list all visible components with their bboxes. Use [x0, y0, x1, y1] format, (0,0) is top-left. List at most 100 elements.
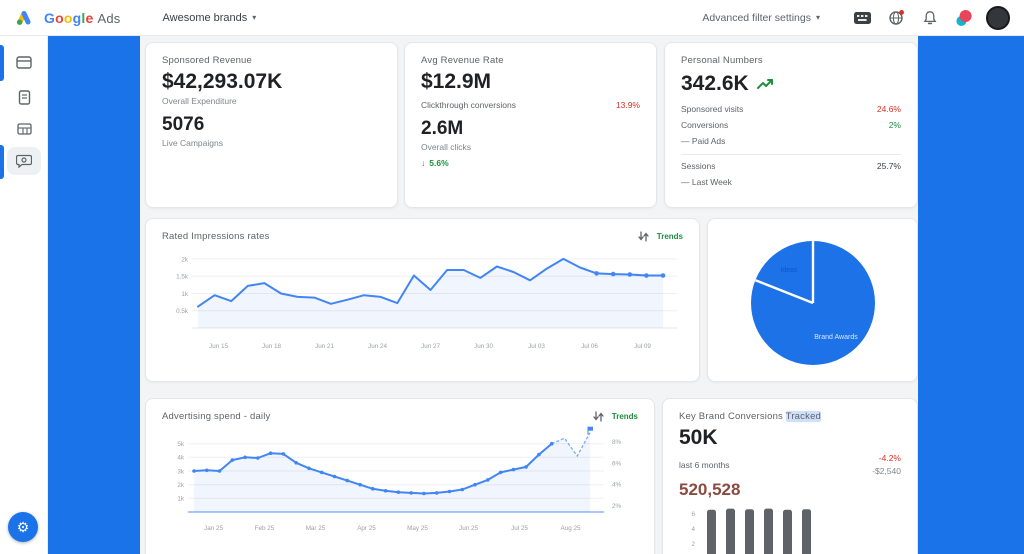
- svg-text:Jun 27: Jun 27: [421, 343, 440, 350]
- svg-text:Jun 30: Jun 30: [474, 343, 493, 350]
- svg-text:6: 6: [691, 511, 695, 518]
- chevron-down-icon: ▾: [252, 13, 257, 22]
- gear-icon: ⚙: [16, 519, 30, 535]
- svg-text:2%: 2%: [612, 503, 622, 510]
- conversions-bar-chart: 6 4 2: [691, 508, 811, 554]
- compare-arrows-icon[interactable]: [593, 411, 604, 422]
- svg-text:Brand Awards: Brand Awards: [814, 334, 858, 341]
- account-selector[interactable]: Awesome brands ▾: [157, 8, 263, 28]
- svg-text:Jun 25: Jun 25: [459, 525, 478, 532]
- sessions-label: Sessions: [681, 161, 716, 171]
- svg-text:Jul 03: Jul 03: [528, 343, 545, 350]
- overall-clicks-label: Overall clicks: [421, 142, 472, 152]
- clickthrough-delta: 13.9%: [615, 100, 640, 110]
- spend-line-chart: 5k 4k 3k 2k 1k 8% 6% 4% 2% Jan 25 Feb 25 Mar 25 Apr …: [177, 426, 622, 532]
- svg-text:1k: 1k: [177, 496, 185, 503]
- avg-revenue-value: $12.9M: [421, 70, 492, 93]
- footnote: — Last Week: [681, 177, 732, 187]
- svg-text:2: 2: [691, 541, 695, 548]
- title-text: Key Brand Conversions: [679, 411, 786, 422]
- notifications-bell-icon[interactable]: [918, 7, 942, 29]
- conversions-delta: -4.2%: [878, 453, 901, 463]
- divider: [681, 154, 901, 155]
- row-label: Sponsored visits: [681, 104, 744, 114]
- filter-label: Advanced filter settings: [702, 11, 811, 24]
- svg-text:Apr 25: Apr 25: [357, 525, 376, 532]
- sponsored-revenue-value: $42,293.07K: [162, 70, 283, 93]
- clickthrough-label: Clickthrough conversions: [421, 100, 516, 110]
- personal-numbers-card: Personal Numbers 342.6K Sponsored visits…: [664, 42, 918, 208]
- conversions-sublabel: last 6 months: [679, 459, 730, 470]
- clicks-delta-value: 5.6%: [429, 158, 449, 168]
- google-ads-logo-icon[interactable]: [14, 8, 34, 28]
- card-title: Key Brand Conversions Tracked: [679, 411, 901, 422]
- svg-text:Jun 15: Jun 15: [209, 343, 228, 350]
- svg-text:5k: 5k: [177, 441, 185, 448]
- svg-text:3k: 3k: [177, 468, 185, 475]
- settings-fab[interactable]: ⚙: [8, 512, 38, 542]
- user-avatar[interactable]: [986, 5, 1010, 30]
- left-blue-band: [47, 36, 140, 554]
- svg-text:4k: 4k: [177, 455, 185, 462]
- conversions-secondary-value: 520,528: [679, 479, 741, 499]
- table-icon: [16, 123, 32, 135]
- share-pie-chart: Ideas Brand Awards: [751, 241, 875, 365]
- spend-chart-card: Advertising spend - daily Trends 5k 4k 3k 2…: [145, 398, 655, 554]
- sidebar-item-overview[interactable]: [7, 48, 41, 76]
- svg-text:Jun 24: Jun 24: [368, 343, 387, 350]
- svg-text:Jan 25: Jan 25: [204, 525, 223, 532]
- active-indicator: [0, 145, 4, 179]
- svg-text:0.5k: 0.5k: [176, 308, 189, 315]
- overall-clicks-value: 2.6M: [421, 118, 464, 139]
- trend-label[interactable]: Trends: [611, 412, 638, 421]
- apps-colored-icon[interactable]: [952, 7, 976, 29]
- svg-text:2k: 2k: [177, 482, 185, 489]
- row-value: 24.6%: [876, 104, 901, 114]
- svg-text:Jun 18: Jun 18: [262, 343, 281, 350]
- trend-label[interactable]: Trends: [656, 232, 683, 241]
- svg-text:Jun 21: Jun 21: [315, 343, 334, 350]
- document-icon: [18, 89, 30, 105]
- conversions-delta2: -$2,540: [872, 465, 901, 476]
- svg-text:4: 4: [691, 526, 695, 533]
- down-arrow-icon: ↓: [421, 158, 426, 168]
- title-highlight: Tracked: [785, 411, 822, 422]
- sidebar-item-messages[interactable]: [7, 147, 41, 175]
- trending-up-icon: [756, 79, 773, 89]
- svg-text:Mar 25: Mar 25: [306, 525, 326, 532]
- sidebar-item-reports[interactable]: [7, 83, 41, 111]
- live-campaigns-label: Live Campaigns: [162, 138, 223, 148]
- compare-arrows-icon[interactable]: [638, 231, 649, 242]
- svg-text:6%: 6%: [612, 460, 622, 467]
- sessions-value: 25.7%: [876, 161, 901, 171]
- sidebar-item-tables[interactable]: [7, 115, 41, 143]
- row-label: Conversions: [681, 120, 729, 130]
- card-title: Personal Numbers: [681, 55, 763, 66]
- svg-text:Jul 06: Jul 06: [581, 343, 598, 350]
- svg-text:8%: 8%: [612, 439, 622, 446]
- impressions-chart-card: Rated Impressions rates Trends 2k 1.5k 1k 0…: [145, 218, 700, 382]
- personal-numbers-value: 342.6K: [681, 72, 749, 95]
- avg-revenue-card: Avg Revenue Rate $12.9M Clickthrough con…: [404, 42, 657, 208]
- conversions-card: Key Brand Conversions Tracked 50K last 6…: [662, 398, 918, 554]
- chart-title: Advertising spend - daily: [162, 411, 271, 422]
- svg-text:Ideas: Ideas: [780, 267, 798, 274]
- help-globe-icon[interactable]: [884, 7, 908, 29]
- impressions-line-chart: 2k 1.5k 1k 0.5k Jun 15 Jun 18 Jun 21 Jun 24 Jun …: [176, 256, 677, 350]
- live-campaigns-value: 5076: [162, 114, 205, 135]
- right-blue-band: [918, 36, 1024, 554]
- svg-text:1.5k: 1.5k: [176, 274, 189, 281]
- card-icon: [16, 55, 32, 69]
- account-label: Awesome brands: [162, 11, 248, 24]
- sponsored-revenue-card: Sponsored Revenue $42,293.07K Overall Ex…: [145, 42, 398, 208]
- filter-selector[interactable]: Advanced filter settings ▾: [696, 11, 826, 25]
- card-title: Sponsored Revenue: [162, 55, 253, 66]
- sidebar: ⚙: [0, 36, 48, 554]
- conversions-value: 50K: [679, 426, 718, 449]
- row-value: 2%: [888, 120, 901, 130]
- keyboard-icon[interactable]: [850, 7, 874, 29]
- svg-text:Jul 25: Jul 25: [511, 525, 528, 532]
